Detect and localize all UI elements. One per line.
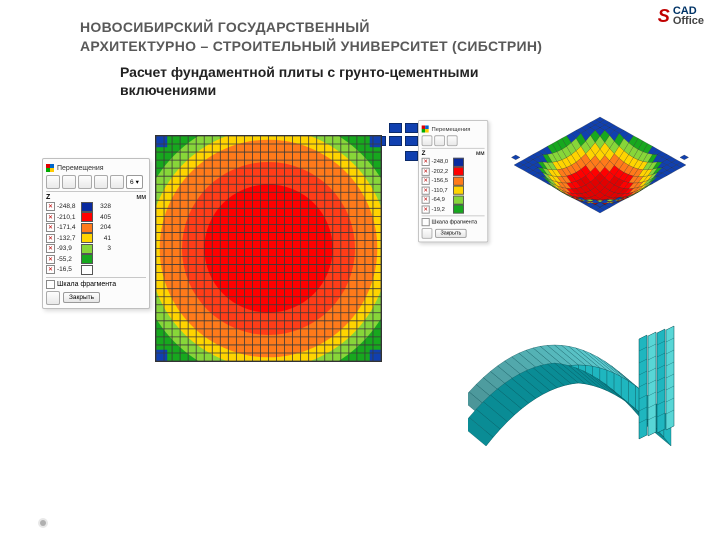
row-count: 3	[95, 245, 111, 252]
row-checkbox[interactable]: ✕	[422, 186, 430, 194]
color-swatch	[81, 254, 93, 264]
legend-panel-2: Перемещения Zмм ✕-248,0✕-202,2✕-156,5✕-1…	[418, 120, 488, 242]
tool-3[interactable]	[78, 175, 92, 189]
legend-row: ✕-248,8 328	[46, 202, 146, 212]
view-3d-surface	[500, 115, 700, 270]
row-value: -19,2	[432, 206, 452, 212]
logo-s: S	[658, 9, 670, 23]
legend-icon	[46, 164, 54, 172]
tool2-2[interactable]	[434, 135, 445, 146]
row-value: -93,9	[57, 245, 79, 252]
scad-logo: S CAD Office	[658, 6, 704, 27]
legend2-close-button[interactable]: Закрыть	[435, 229, 467, 238]
row-count: 204	[95, 224, 111, 231]
tool-4[interactable]	[94, 175, 108, 189]
row-value: -16,5	[57, 266, 79, 273]
row-value: -55,2	[57, 256, 79, 263]
tool-1[interactable]	[46, 175, 60, 189]
color-swatch	[81, 202, 93, 212]
row-checkbox[interactable]: ✕	[46, 255, 55, 264]
color-swatch	[453, 186, 464, 195]
legend-row: ✕-202,2	[422, 167, 485, 176]
legend-row: ✕-93,9 3	[46, 244, 146, 254]
legend1-units: мм	[136, 194, 146, 201]
color-swatch	[453, 167, 464, 176]
plan-svg	[155, 135, 382, 362]
legend-panel-1: Перемещения 6▾ Z мм ✕-248,8328✕-210,1405…	[42, 158, 150, 309]
row-checkbox[interactable]: ✕	[422, 158, 430, 166]
chevron-down-icon: ▾	[136, 178, 139, 186]
view-3d-beam	[468, 300, 703, 470]
row-checkbox[interactable]: ✕	[46, 244, 55, 253]
row-value: -248,8	[57, 203, 79, 210]
row-checkbox[interactable]: ✕	[422, 167, 430, 175]
legend2-scale-label: Шкала фрагмента	[432, 219, 478, 224]
row-value: -156,5	[432, 178, 452, 184]
row-checkbox[interactable]: ✕	[46, 202, 55, 211]
row-checkbox[interactable]: ✕	[422, 196, 430, 204]
plan-contour-view	[155, 135, 380, 360]
row-checkbox[interactable]: ✕	[46, 213, 55, 222]
legend2-axis: Z	[422, 151, 426, 157]
legend2-toolbar[interactable]	[422, 135, 485, 146]
row-checkbox[interactable]: ✕	[422, 177, 430, 185]
row-checkbox[interactable]: ✕	[46, 265, 55, 274]
row-count: 328	[95, 203, 111, 210]
scale-checkbox-1[interactable]	[46, 280, 55, 289]
color-swatch	[453, 195, 464, 204]
legend-row: ✕-132,7 41	[46, 233, 146, 243]
legend1-close-button[interactable]: Закрыть	[63, 292, 100, 303]
legend1-select[interactable]: 6▾	[126, 175, 143, 189]
slide-subtitle: Расчет фундаментной плиты с грунто-цемен…	[120, 64, 480, 99]
legend1-axis: Z	[46, 194, 50, 201]
slide-marker-dot	[40, 520, 46, 526]
legend1-scale-label: Шкала фрагмента	[57, 281, 116, 288]
legend2-title: Перемещения	[432, 126, 471, 132]
legend-row: ✕-64,9	[422, 195, 485, 204]
row-count: 405	[95, 214, 111, 221]
legend-row: ✕-110,7	[422, 186, 485, 195]
color-swatch	[81, 265, 93, 275]
legend-row: ✕-16,5	[46, 265, 146, 275]
row-count: 41	[95, 235, 111, 242]
color-swatch	[453, 157, 464, 166]
university-line1: НОВОСИБИРСКИЙ ГОСУДАРСТВЕННЫЙ	[80, 18, 600, 37]
legend2-icon	[422, 125, 429, 132]
legend1-settings-icon[interactable]	[46, 291, 60, 305]
tool-2[interactable]	[62, 175, 76, 189]
legend-row: ✕-248,0	[422, 157, 485, 166]
legend1-title: Перемещения	[57, 165, 104, 172]
tool2-3[interactable]	[447, 135, 458, 146]
legend-row: ✕-19,2	[422, 205, 485, 214]
tool2-1[interactable]	[422, 135, 433, 146]
row-value: -202,2	[432, 168, 452, 174]
legend-row: ✕-55,2	[46, 254, 146, 264]
row-checkbox[interactable]: ✕	[46, 234, 55, 243]
legend-row: ✕-210,1 405	[46, 212, 146, 222]
row-value: -171,4	[57, 224, 79, 231]
row-value: -110,7	[432, 187, 452, 193]
row-value: -64,9	[432, 197, 452, 203]
legend-row: ✕-171,4 204	[46, 223, 146, 233]
row-checkbox[interactable]: ✕	[46, 223, 55, 232]
color-swatch	[453, 205, 464, 214]
color-swatch	[453, 176, 464, 185]
legend-row: ✕-156,5	[422, 176, 485, 185]
row-value: -132,7	[57, 235, 79, 242]
university-line2: АРХИТЕКТУРНО – СТРОИТЕЛЬНЫЙ УНИВЕРСИТЕТ …	[80, 37, 600, 56]
color-swatch	[81, 212, 93, 222]
row-value: -248,0	[432, 159, 452, 165]
color-swatch	[81, 244, 93, 254]
color-swatch	[81, 233, 93, 243]
legend2-settings-icon[interactable]	[422, 228, 433, 239]
logo-office: Office	[673, 16, 704, 26]
legend2-units: мм	[476, 151, 485, 157]
row-checkbox[interactable]: ✕	[422, 205, 430, 213]
row-value: -210,1	[57, 214, 79, 221]
color-swatch	[81, 223, 93, 233]
tool-5[interactable]	[110, 175, 124, 189]
scale-checkbox-2[interactable]	[422, 218, 430, 226]
legend1-toolbar[interactable]: 6▾	[46, 175, 146, 189]
